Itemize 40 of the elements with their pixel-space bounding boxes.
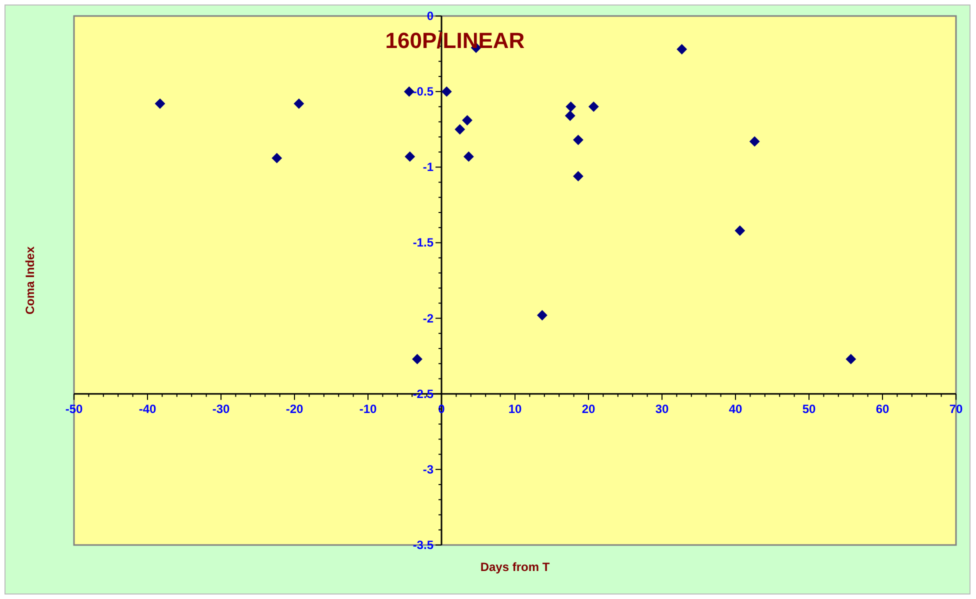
point (294, 98, 304, 109)
x-tick-label: -10 (359, 402, 377, 416)
x-tick-label: -20 (286, 402, 304, 416)
point (464, 152, 474, 162)
x-tick-label: 50 (802, 402, 816, 416)
point (462, 115, 472, 126)
y-tick-label: -3.5 (412, 538, 434, 552)
point (442, 86, 452, 97)
x-tick-label: 60 (876, 402, 890, 416)
y-tick-label: -1 (422, 160, 434, 174)
point (566, 102, 576, 112)
point (676, 44, 687, 54)
x-tick-label: 20 (582, 402, 596, 416)
point (404, 152, 415, 162)
point (750, 136, 760, 146)
y-tick-label: -2 (422, 311, 434, 326)
x-tick-label: 30 (655, 402, 669, 416)
point (454, 124, 465, 134)
point (412, 354, 422, 364)
point (734, 226, 745, 236)
point (846, 354, 856, 364)
y-tick-label: 0 (426, 9, 434, 23)
y-tick-label: -1.5 (412, 236, 434, 250)
point (537, 310, 548, 320)
x-tick-label: -40 (138, 402, 156, 416)
point (565, 110, 576, 121)
x-axis-title: Days from T (480, 560, 550, 574)
point (573, 134, 584, 145)
point (588, 102, 599, 112)
y-tick-label: -3 (422, 462, 434, 476)
point (154, 98, 165, 109)
x-tick-label: -30 (212, 402, 230, 416)
x-tick-label: -50 (65, 402, 83, 416)
point (272, 153, 282, 164)
x-tick-label: 40 (728, 402, 742, 416)
y-axis-title: Coma Index (23, 246, 37, 315)
y-tick-label: -0.5 (412, 84, 434, 99)
x-tick-label: 70 (949, 402, 963, 416)
x-tick-label: 10 (508, 402, 522, 416)
point (573, 171, 584, 182)
